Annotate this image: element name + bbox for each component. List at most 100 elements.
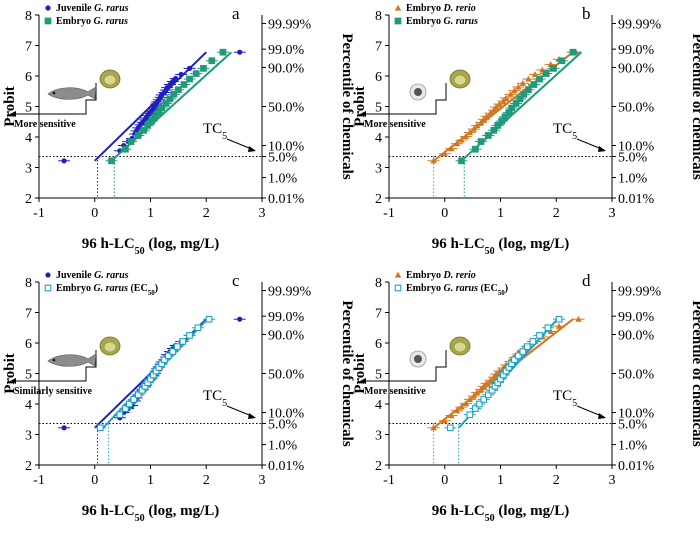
right-tick-label: 5.0% — [618, 418, 648, 433]
right-tick-label: 10.0% — [268, 140, 305, 155]
embryo-icon — [449, 69, 471, 89]
sensitivity-annotation: More sensitive — [364, 386, 426, 397]
data-point — [446, 424, 454, 432]
right-tick-label: 0.01% — [618, 192, 655, 207]
sensitivity-arrowhead — [360, 111, 366, 117]
embryo-icon — [99, 69, 121, 89]
y-tick-label: 4 — [25, 398, 32, 413]
sensitivity-bracket — [12, 83, 97, 115]
data-point — [61, 158, 67, 164]
data-point — [484, 132, 492, 139]
data-point — [178, 71, 184, 78]
y-axis-title: Probit — [2, 86, 18, 127]
data-point — [519, 79, 526, 86]
x-tick-label: 0 — [441, 206, 448, 221]
data-point — [448, 145, 455, 152]
data-point — [205, 315, 213, 323]
data-point — [458, 157, 465, 165]
data-point — [61, 425, 67, 431]
data-point — [477, 138, 485, 145]
x-tick-label: 2 — [553, 473, 560, 488]
data-point — [430, 424, 437, 431]
data-point — [164, 352, 172, 360]
tc5-arrowhead — [248, 146, 256, 152]
legend-label: Juvenile G. rarus — [56, 270, 129, 281]
data-point — [140, 126, 148, 134]
data-point — [558, 57, 566, 65]
legend-marker — [394, 271, 402, 278]
data-point — [130, 396, 138, 403]
legend-label: Embryo G. rarus — [56, 16, 128, 27]
y-tick-label: 5 — [375, 368, 382, 383]
data-point — [520, 90, 528, 98]
data-point — [494, 122, 502, 129]
data-point — [575, 315, 582, 322]
embryo-icon — [449, 336, 471, 356]
data-point — [237, 49, 243, 55]
panel-a: 2 3 4 5 6 7 8 -1 0 1 2 3 99.99% 99.0% 90.0% 50.0% 10.0%5… — [2, 3, 355, 257]
panel-letter: d — [582, 271, 591, 290]
data-point — [166, 95, 174, 103]
y-tick-label: 7 — [375, 40, 382, 55]
data-point — [514, 352, 522, 360]
data-point — [492, 103, 500, 110]
legend-entry: Embryo G. rarus — [44, 16, 128, 27]
y-tick-label: 7 — [375, 307, 382, 322]
data-point — [473, 122, 481, 129]
x-tick-label: 2 — [203, 206, 210, 221]
y-tick-label: 5 — [25, 368, 32, 383]
right-tick-label: 99.99% — [268, 18, 312, 33]
y-tick-label: 3 — [375, 162, 382, 177]
data-point — [144, 122, 152, 129]
data-point — [462, 399, 470, 406]
data-point — [219, 48, 227, 56]
tc5-label: TC5 — [553, 121, 577, 142]
legend-label: Juvenile G. rarus — [56, 3, 129, 14]
right-tick-label: 50.0% — [618, 101, 655, 116]
x-tick-label: 1 — [497, 206, 504, 221]
data-point — [237, 316, 243, 322]
series-2 — [105, 48, 233, 198]
right-tick-label: 10.0% — [618, 407, 655, 422]
legend-entry: Juvenile G. rarus — [45, 270, 129, 281]
data-point — [441, 417, 448, 424]
panel-c: 2 3 4 5 6 7 8 -1 0 1 2 3 99.99% 99.0% 90.0% 50.0% 10.0%5… — [2, 270, 355, 524]
data-point — [523, 343, 531, 351]
right-tick-label: 90.0% — [268, 61, 305, 76]
sensitivity-annotation: More sensitive — [364, 119, 426, 130]
y-tick-label: 4 — [375, 131, 382, 146]
data-point — [480, 115, 487, 122]
y-tick-label: 5 — [375, 101, 382, 116]
y-tick-label: 3 — [25, 429, 32, 444]
y-tick-label: 4 — [375, 398, 382, 413]
data-point — [483, 379, 490, 386]
x-tick-label: 0 — [91, 206, 98, 221]
legend-marker — [45, 5, 51, 11]
legend-entry: Embryo D. rerio — [394, 3, 476, 14]
legend-marker — [44, 284, 52, 292]
x-axis-title: 96 h-LC50 (log, mg/L) — [82, 503, 220, 524]
right-tick-label: 99.0% — [268, 310, 305, 325]
x-tick-label: 3 — [259, 473, 266, 488]
data-point — [169, 348, 177, 355]
legend-entry: Embryo D. rerio — [394, 270, 476, 281]
data-point — [515, 83, 522, 90]
data-point — [519, 348, 527, 355]
y-tick-label: 2 — [25, 192, 32, 207]
legend-entry: Juvenile G. rarus — [45, 3, 129, 14]
data-point — [490, 373, 498, 380]
y-tick-label: 2 — [375, 192, 382, 207]
y-tick-label: 3 — [25, 162, 32, 177]
data-point — [525, 86, 532, 94]
y-tick-label: 6 — [25, 337, 32, 352]
data-point — [473, 389, 481, 396]
data-point — [512, 100, 520, 107]
right-tick-label: 1.0% — [618, 172, 648, 187]
y-tick-label: 8 — [25, 276, 32, 291]
right-axis-title: Percentile of chemicals — [339, 300, 355, 446]
data-point — [125, 400, 133, 408]
x-tick-label: 1 — [147, 206, 154, 221]
right-tick-label: 50.0% — [268, 101, 305, 116]
right-tick-label: 50.0% — [268, 368, 305, 383]
